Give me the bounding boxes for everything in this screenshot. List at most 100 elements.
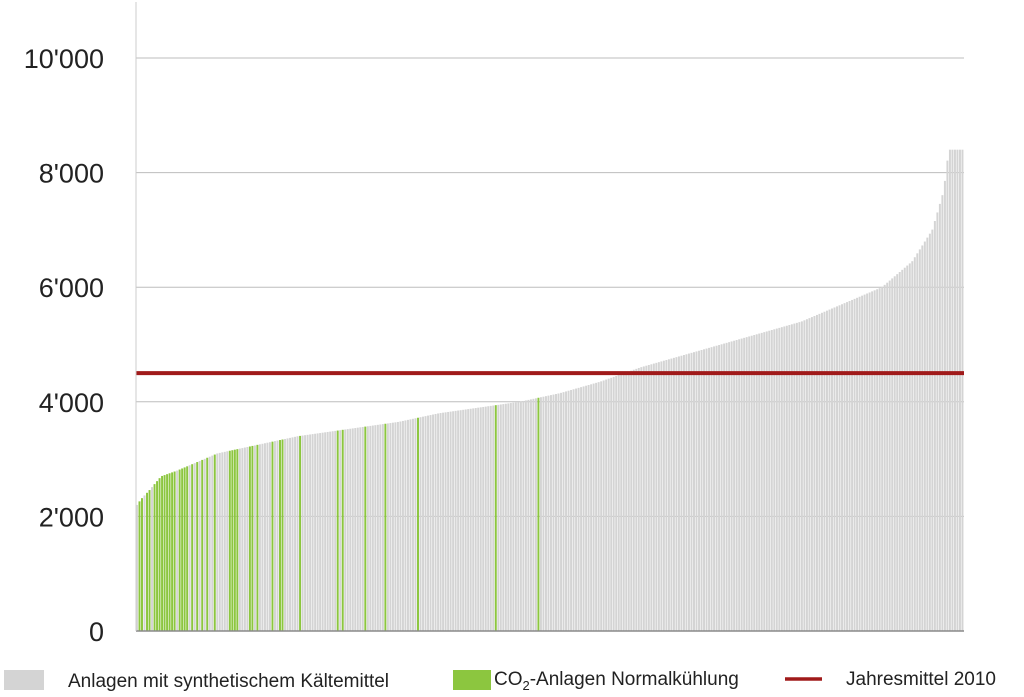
- bar-co2: [417, 417, 419, 631]
- bar-synthetic: [740, 338, 743, 631]
- bar-synthetic: [452, 411, 455, 631]
- bar-synthetic: [783, 326, 786, 631]
- bar-synthetic: [198, 460, 201, 631]
- bar-synthetic: [514, 402, 517, 631]
- bar-synthetic: [381, 424, 384, 631]
- bar-synthetic: [424, 416, 427, 631]
- bar-synthetic: [422, 416, 424, 631]
- bar-co2: [233, 449, 236, 631]
- bar-synthetic: [753, 335, 756, 631]
- bar-synthetic: [951, 149, 954, 631]
- bar-synthetic: [928, 233, 931, 631]
- bar-synthetic: [580, 387, 583, 631]
- bar-synthetic: [592, 383, 595, 631]
- bar-synthetic: [399, 421, 402, 631]
- bar-synthetic: [374, 425, 377, 631]
- bar-synthetic: [203, 458, 206, 631]
- bar-synthetic: [808, 318, 811, 631]
- bar-synthetic: [442, 412, 445, 631]
- bar-synthetic: [457, 410, 460, 631]
- bar-synthetic: [176, 470, 179, 631]
- bar-synthetic: [833, 307, 836, 631]
- bar-synthetic: [718, 345, 721, 631]
- bar-synthetic: [873, 290, 876, 631]
- bar-synthetic: [893, 276, 896, 631]
- bar-synthetic: [339, 430, 342, 631]
- bar-synthetic: [868, 292, 871, 631]
- bar-synthetic: [492, 405, 495, 631]
- bar-synthetic: [366, 426, 369, 631]
- bar-synthetic: [359, 427, 362, 631]
- bar-synthetic: [552, 394, 555, 631]
- bar-synthetic: [720, 344, 723, 631]
- bar-synthetic: [539, 397, 542, 631]
- bar-synthetic: [585, 385, 588, 631]
- bar-synthetic: [286, 438, 289, 631]
- bar-synthetic: [489, 405, 492, 631]
- bar-synthetic: [680, 355, 683, 631]
- bar-synthetic: [487, 406, 490, 631]
- bar-co2: [256, 444, 259, 631]
- bar-synthetic: [670, 358, 673, 631]
- bar-synthetic: [828, 309, 831, 631]
- bar-synthetic: [246, 447, 249, 631]
- bar-co2: [228, 450, 231, 631]
- bar-synthetic: [863, 294, 866, 631]
- bar-synthetic: [412, 418, 414, 631]
- bar-synthetic: [906, 265, 909, 631]
- bar-synthetic: [605, 379, 608, 631]
- bar-synthetic: [635, 368, 638, 631]
- bar-synthetic: [226, 451, 229, 631]
- bar-synthetic: [560, 392, 562, 631]
- bar-synthetic: [484, 406, 487, 631]
- bar-synthetic: [926, 237, 929, 632]
- bar-synthetic: [570, 390, 573, 631]
- bar-synthetic: [810, 317, 813, 631]
- bar-synthetic: [555, 394, 557, 631]
- bar-synthetic: [379, 424, 382, 631]
- bar-synthetic: [888, 280, 891, 631]
- bar-synthetic: [454, 410, 457, 631]
- bar-co2: [279, 440, 281, 631]
- bar-synthetic: [725, 342, 728, 631]
- bars: [136, 149, 964, 632]
- bar-synthetic: [846, 302, 849, 631]
- bar-synthetic: [775, 328, 778, 631]
- bar-synthetic: [763, 332, 766, 631]
- bar-synthetic: [143, 495, 146, 631]
- y-tick-label: 10'000: [24, 44, 104, 74]
- bar-co2: [196, 462, 199, 631]
- bar-synthetic: [660, 361, 663, 631]
- bar-synthetic: [715, 345, 718, 631]
- bar-synthetic: [836, 306, 838, 631]
- bar-synthetic: [793, 323, 796, 631]
- bar-synthetic: [534, 398, 537, 631]
- bar-synthetic: [524, 400, 527, 631]
- bar-synthetic: [788, 325, 791, 631]
- bar-synthetic: [841, 304, 844, 631]
- bar-synthetic: [532, 398, 535, 631]
- bar-synthetic: [931, 229, 934, 631]
- bar-synthetic: [898, 272, 901, 631]
- bar-synthetic: [750, 335, 753, 631]
- bar-synthetic: [276, 440, 279, 631]
- bar-synthetic: [891, 278, 894, 631]
- bar-co2: [148, 490, 151, 631]
- bar-synthetic: [876, 289, 879, 631]
- bar-synthetic: [477, 407, 480, 631]
- bar-synthetic: [595, 382, 598, 631]
- bar-synthetic: [507, 403, 510, 631]
- bar-synthetic: [331, 431, 334, 631]
- bar-synthetic: [284, 438, 286, 631]
- bar-synthetic: [241, 448, 244, 631]
- bar-synthetic: [901, 269, 904, 631]
- bar-synthetic: [617, 375, 620, 631]
- bar-synthetic: [662, 360, 665, 631]
- bar-synthetic: [858, 296, 861, 631]
- bar-co2: [251, 445, 254, 631]
- bar-synthetic: [657, 362, 660, 631]
- bar-synthetic: [509, 403, 512, 631]
- bar-synthetic: [723, 343, 726, 631]
- bar-co2: [341, 429, 344, 631]
- bar-synthetic: [502, 404, 505, 631]
